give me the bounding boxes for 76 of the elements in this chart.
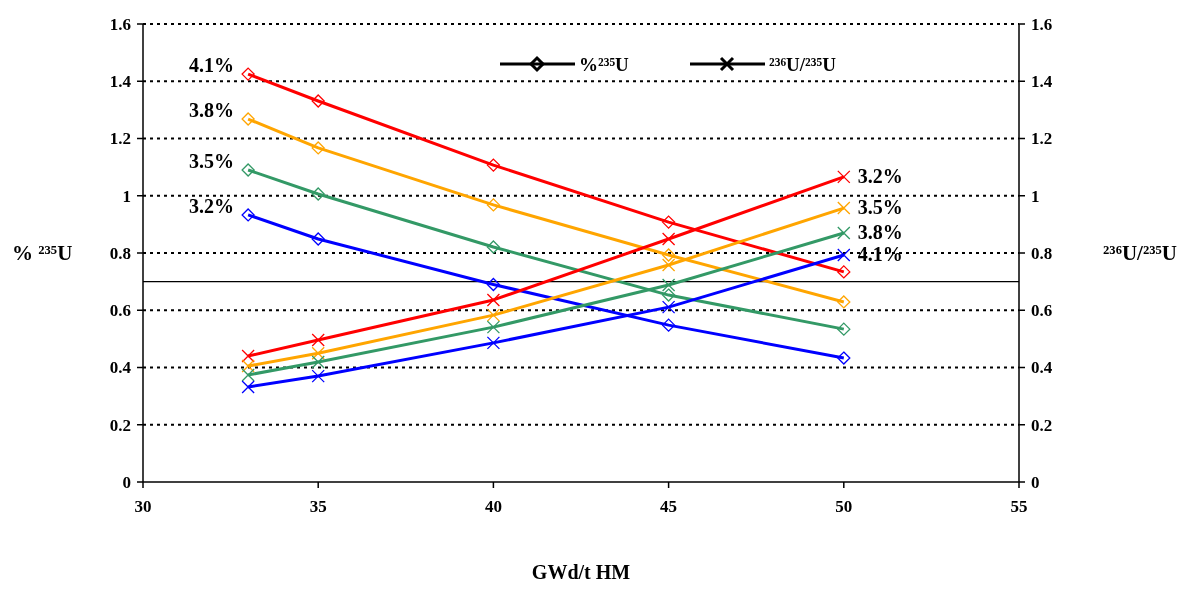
point [837,226,851,240]
annotation: 3.5% [189,149,235,172]
point [311,94,325,108]
point [661,258,676,272]
point [241,208,255,222]
x-axis-title: GWd/t HM [531,561,631,583]
point [837,322,851,336]
annotation: %²³⁵U [579,53,630,75]
point [486,336,501,350]
point [241,380,255,394]
annotation: 3.2% [857,164,903,187]
y-tick-label: 0.8 [109,243,131,263]
point [311,187,325,201]
y2-tick-label: 1.6 [1031,14,1053,34]
y2-tick-label: 1 [1031,186,1040,206]
point [486,277,501,292]
point [311,141,325,155]
y2-tick-label: 1.2 [1031,129,1053,149]
point [837,248,851,262]
y2-tick-label: 0.2 [1031,415,1053,435]
y2-tick-label: 0 [1031,472,1040,492]
point [241,349,255,363]
point [661,278,676,292]
point [661,288,676,302]
annotation: 3.5% [857,196,903,219]
y-tick-label: 1.2 [109,129,131,149]
point [486,308,501,322]
point [661,248,676,262]
point [837,170,851,184]
y-tick-label: 1 [122,186,131,206]
point [837,201,851,215]
point [311,232,325,246]
point [837,351,851,365]
annotation: 3.2% [189,194,235,217]
y2-axis-title: ²³⁶U/²³⁵U [1103,241,1177,266]
y2-tick-label: 0.6 [1031,301,1053,321]
y2-tick-label: 0.4 [1031,358,1053,378]
x-tick-label: 55 [1010,497,1028,516]
annotation: 4.1% [189,54,235,77]
point [837,265,851,279]
y-tick-label: 0 [122,472,131,492]
y-tick-label: 1.4 [109,72,132,92]
point [311,369,325,383]
point [661,215,676,229]
point [661,318,676,332]
x-tick-label: 50 [835,497,853,516]
y2-tick-label: 1.4 [1031,72,1053,92]
x-tick-label: 45 [660,497,678,516]
y-tick-label: 0.4 [109,358,132,378]
point [311,355,325,369]
x-tick-label: 30 [134,497,152,516]
point [486,198,501,212]
point [311,333,325,347]
point [241,112,255,126]
x-tick-label: 40 [484,497,502,516]
point [241,359,255,373]
annotation: 3.8% [857,220,903,243]
x-tick-label: 35 [309,497,327,516]
y-tick-label: 0.6 [109,301,131,321]
point [486,158,501,172]
annotation: ²³⁶U/²³⁵U [769,53,837,75]
y2-tick-label: 0.8 [1031,243,1053,263]
point [241,67,255,81]
point [486,240,501,254]
annotation: 3.8% [189,99,235,122]
y-tick-label: 0.2 [109,415,131,435]
point [241,163,255,177]
point [241,368,255,382]
point [837,295,851,309]
point [661,232,676,246]
point [486,293,501,307]
y-axis-title: % ²³⁵U [12,241,73,266]
point [311,346,325,360]
point [486,320,501,334]
y-tick-label: 1.6 [109,14,131,34]
point [661,300,676,314]
